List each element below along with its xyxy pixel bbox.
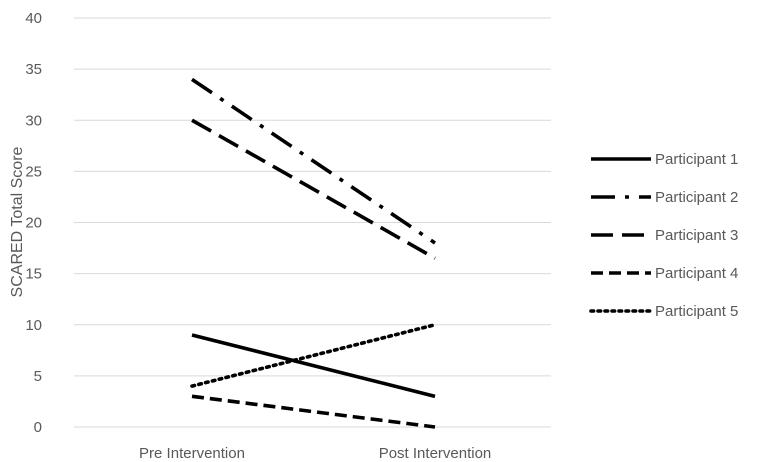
y-tick-label: 25 [25,163,42,180]
y-tick-label: 10 [25,317,42,334]
y-axis-ticks: 0 5 10 15 20 25 30 35 40 [25,10,42,436]
y-tick-label: 20 [25,215,42,232]
y-axis-title: SCARED Total Score [9,146,26,297]
legend-label: Participant 4 [655,265,738,282]
x-category-label: Pre Intervention [139,445,245,462]
legend-label: Participant 3 [655,227,738,244]
legend: Participant 1 Participant 2 Participant 3 P… [589,151,738,320]
series-lines [190,77,437,429]
legend-label: Participant 1 [655,151,738,168]
gridlines [74,17,551,428]
y-tick-label: 40 [25,10,42,27]
series-line-participant-3 [191,118,436,260]
y-tick-label: 15 [25,266,42,283]
y-tick-label: 0 [34,419,42,436]
legend-label: Participant 5 [655,303,738,320]
legend-label: Participant 2 [655,189,738,206]
x-axis-categories: Pre Intervention Post Intervention [139,445,491,462]
x-category-label: Post Intervention [379,445,492,462]
series-line-participant-2 [190,77,437,245]
y-tick-label: 30 [25,112,42,129]
series-line-participant-4 [191,394,436,429]
series-line-participant-1 [191,333,436,399]
y-tick-label: 5 [34,368,42,385]
y-tick-label: 35 [25,61,42,78]
series-line-participant-5 [190,322,437,388]
